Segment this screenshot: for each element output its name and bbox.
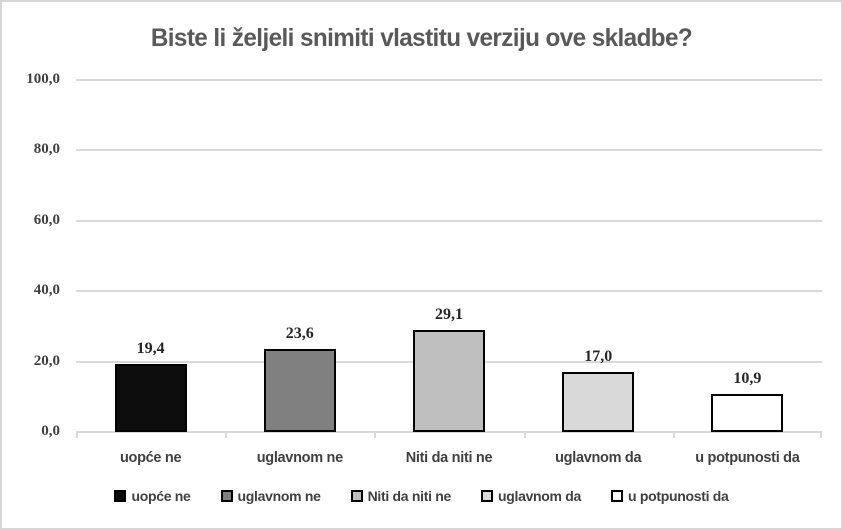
x-axis-label: uopće ne xyxy=(119,450,182,466)
y-axis-label: 20,0 xyxy=(33,352,60,369)
y-axis-label: 40,0 xyxy=(33,282,60,299)
legend-item: u potpunosti da xyxy=(611,488,729,504)
axis-tick xyxy=(672,432,675,438)
gridline xyxy=(76,290,822,293)
axis-tick xyxy=(820,432,822,438)
bar-value-label: 29,1 xyxy=(434,305,463,323)
axis-tick xyxy=(374,432,377,438)
legend-marker xyxy=(480,490,493,502)
x-axis-label: u potpunosti da xyxy=(695,450,800,466)
axis-tick xyxy=(76,432,78,438)
bar xyxy=(562,372,635,432)
legend-item: uopće ne xyxy=(114,488,191,504)
x-axis-label: uglavnom ne xyxy=(256,450,343,466)
legend-label: u potpunosti da xyxy=(628,488,729,504)
y-axis-label: 0,0 xyxy=(41,423,60,439)
bar-value-label: 17,0 xyxy=(584,348,613,366)
bar-value-label: 10,9 xyxy=(733,369,762,387)
legend-label: uopće ne xyxy=(131,488,191,504)
plot-area: 19,4 23,6 29,1 17,0 10,9 xyxy=(76,79,822,438)
legend-marker xyxy=(220,490,233,502)
y-axis-label: 100,0 xyxy=(26,71,60,87)
bar xyxy=(114,363,187,432)
y-axis-label: 80,0 xyxy=(33,141,60,158)
y-axis-label: 60,0 xyxy=(33,211,60,228)
legend-marker xyxy=(611,490,624,502)
chart-title: Biste li željeli snimiti vlastitu verzij… xyxy=(150,24,693,52)
legend-marker xyxy=(350,490,363,502)
legend-marker xyxy=(114,490,127,502)
x-axis-label: uglavnom da xyxy=(555,450,642,466)
bar xyxy=(413,329,485,432)
x-axis-line xyxy=(76,431,822,433)
gridline xyxy=(76,79,822,81)
legend: uopće ne uglavnom ne Niti da niti ne uglavn… xyxy=(2,488,841,504)
bar-value-label: 23,6 xyxy=(285,324,314,342)
gridline xyxy=(76,149,822,152)
axis-tick xyxy=(225,432,228,438)
legend-item: uglavnom da xyxy=(480,488,582,504)
legend-item: uglavnom ne xyxy=(220,488,321,504)
bar xyxy=(711,393,784,432)
axis-tick xyxy=(523,432,526,438)
legend-item: Niti da niti ne xyxy=(350,488,452,504)
x-axis-label: Niti da niti ne xyxy=(405,450,493,466)
legend-label: uglavnom da xyxy=(497,488,582,504)
legend-label: uglavnom ne xyxy=(237,488,321,504)
bar xyxy=(263,348,336,432)
legend-label: Niti da niti ne xyxy=(367,488,452,504)
gridline xyxy=(76,219,822,222)
bar-value-label: 19,4 xyxy=(136,339,165,357)
